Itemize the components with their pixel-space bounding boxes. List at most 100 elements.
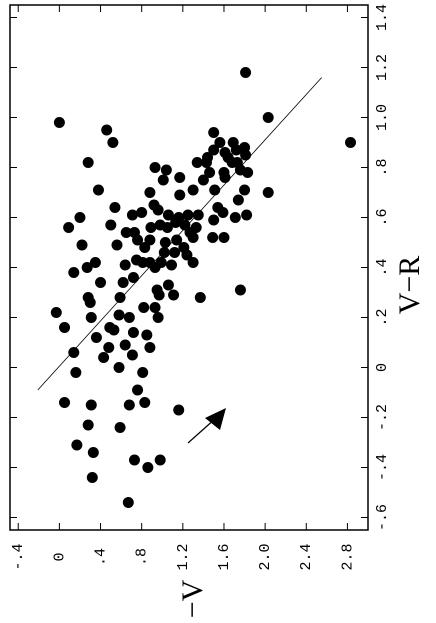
point <box>137 367 149 378</box>
point <box>139 397 151 408</box>
point <box>86 472 98 483</box>
point <box>114 422 126 433</box>
point <box>98 352 110 363</box>
point <box>149 162 161 173</box>
point <box>174 189 186 201</box>
point <box>229 212 241 223</box>
point <box>214 137 226 148</box>
plot-frame <box>9 4 369 531</box>
point <box>68 347 80 358</box>
point <box>217 207 229 218</box>
point <box>144 187 156 198</box>
point <box>123 312 135 323</box>
arrow <box>187 408 226 444</box>
point <box>132 384 144 396</box>
point <box>218 167 230 178</box>
point <box>173 212 185 223</box>
point <box>155 257 167 268</box>
point <box>153 289 165 301</box>
y-tick-label: 2.8 <box>339 543 356 570</box>
point <box>174 172 186 183</box>
x-tick-label: -.4 <box>374 454 391 481</box>
point <box>191 157 203 168</box>
point <box>157 174 169 186</box>
y-tick-label: .8 <box>134 548 151 566</box>
point <box>128 454 140 466</box>
point <box>74 212 86 223</box>
x-tick-label: .4 <box>374 258 391 276</box>
point <box>82 157 94 168</box>
point <box>107 137 119 148</box>
point <box>120 227 132 238</box>
point <box>113 309 125 321</box>
point <box>68 267 80 278</box>
point <box>138 302 150 313</box>
point <box>137 257 149 268</box>
point <box>145 222 157 233</box>
point <box>126 209 138 221</box>
point <box>127 272 139 283</box>
x-axis-title: V−R <box>393 256 426 315</box>
point <box>182 209 194 221</box>
point <box>70 367 82 378</box>
point <box>119 339 131 351</box>
point <box>158 247 170 258</box>
point <box>113 362 125 373</box>
point <box>71 439 83 451</box>
point <box>108 324 120 336</box>
point <box>84 297 96 308</box>
point <box>162 209 174 221</box>
fit-line <box>37 77 323 391</box>
point <box>128 227 140 238</box>
point <box>127 327 139 338</box>
point <box>162 279 174 291</box>
y-tick-label: 1.6 <box>216 543 233 570</box>
point <box>187 184 199 196</box>
point <box>234 284 246 296</box>
point <box>149 302 161 313</box>
y-tick-label: 1.2 <box>175 543 192 570</box>
point <box>76 239 88 251</box>
point <box>103 342 115 353</box>
point <box>95 277 107 288</box>
point <box>187 232 199 243</box>
point <box>59 322 71 333</box>
point <box>152 312 164 323</box>
point <box>208 127 220 138</box>
y-tick-label: 2.4 <box>298 543 315 570</box>
point <box>160 164 172 176</box>
point <box>202 152 214 163</box>
point <box>241 209 253 221</box>
x-tick-label: 1.4 <box>374 4 391 31</box>
point <box>197 174 209 186</box>
point <box>154 454 166 466</box>
point <box>111 239 123 251</box>
point <box>126 349 138 361</box>
x-tick-label: 1.2 <box>374 54 391 81</box>
point <box>90 332 102 343</box>
point <box>114 292 126 303</box>
point <box>85 312 97 323</box>
point <box>218 232 230 243</box>
point <box>139 242 151 253</box>
point <box>105 219 117 231</box>
point <box>209 184 221 196</box>
point <box>50 307 62 318</box>
y-axis-title: I−V <box>176 579 209 618</box>
point <box>262 112 274 123</box>
point <box>240 67 252 78</box>
x-tick-label: .2 <box>374 308 391 326</box>
point <box>59 397 71 408</box>
point <box>169 247 181 258</box>
y-tick-label: 2.0 <box>257 543 274 570</box>
y-tick-label: 0 <box>51 552 68 561</box>
point <box>117 277 129 288</box>
point <box>141 329 153 341</box>
point <box>181 249 193 261</box>
point <box>159 237 171 248</box>
point <box>345 137 357 148</box>
point <box>239 184 251 196</box>
point <box>240 149 252 161</box>
point <box>92 184 104 196</box>
